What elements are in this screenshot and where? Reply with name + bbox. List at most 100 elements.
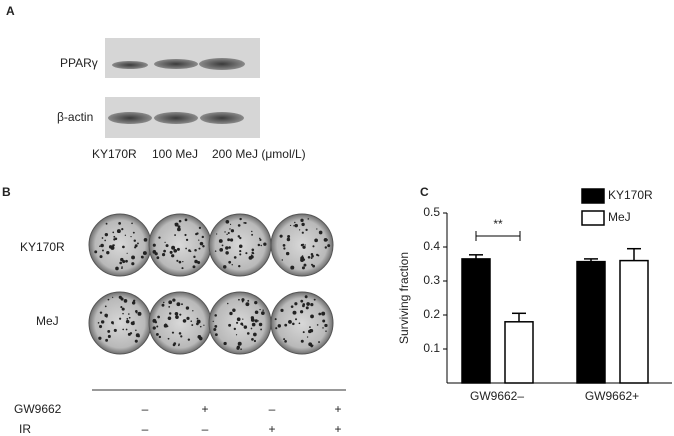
panel-label: B (2, 185, 11, 199)
colony (120, 257, 124, 262)
signs: – + – + – – + + (142, 402, 342, 436)
colony (131, 301, 136, 305)
colony (305, 306, 309, 310)
colony (303, 263, 307, 267)
colony (231, 264, 233, 266)
colony (259, 308, 261, 311)
colony (260, 244, 262, 247)
colony (300, 299, 304, 303)
colony (101, 237, 104, 239)
colony (119, 261, 122, 265)
colony (108, 245, 113, 249)
colony (283, 338, 286, 341)
colony (171, 254, 175, 258)
colony (241, 324, 244, 326)
colony (281, 259, 284, 261)
colony (318, 230, 323, 235)
colony (228, 260, 232, 264)
colony (324, 323, 328, 328)
colony (227, 238, 231, 242)
colony (100, 320, 105, 324)
colony (310, 257, 313, 259)
colony (229, 228, 231, 230)
colony (226, 302, 229, 305)
colony (301, 266, 305, 270)
colony (228, 323, 232, 327)
colony (225, 246, 229, 250)
colony (177, 248, 179, 250)
colony (253, 339, 257, 343)
colony (283, 247, 286, 250)
colony (118, 222, 122, 225)
colony (137, 242, 139, 245)
colony (233, 256, 237, 259)
colony (105, 338, 109, 342)
colony (232, 308, 236, 313)
colony (244, 222, 247, 224)
colony (302, 303, 306, 306)
colony (239, 253, 242, 256)
colony (238, 298, 240, 301)
colony (287, 234, 291, 238)
colony (122, 328, 125, 331)
colony (196, 322, 199, 326)
y-axis-label: Surviving fraction (397, 252, 411, 344)
colony (230, 229, 235, 233)
band (108, 112, 152, 124)
colony (121, 267, 123, 269)
colony (305, 228, 308, 232)
bar (461, 258, 491, 384)
colony (321, 311, 326, 316)
colony (257, 243, 261, 247)
colony (203, 324, 205, 326)
colony (325, 330, 327, 332)
lane-label: 200 MeJ (μmol/L) (212, 147, 306, 161)
colony (131, 222, 133, 225)
colony (163, 249, 166, 253)
colony (243, 222, 246, 224)
colony (310, 314, 314, 319)
colony (257, 320, 259, 322)
colony (221, 244, 224, 247)
colony (181, 303, 183, 306)
colony (173, 248, 178, 253)
colony (309, 326, 311, 328)
y-tick-label: 0.2 (423, 307, 440, 321)
colony (169, 250, 173, 254)
colony (196, 232, 199, 235)
colony (258, 237, 261, 240)
colony (312, 264, 316, 268)
colony (112, 296, 114, 298)
row-label: KY170R (20, 240, 65, 254)
colony (101, 249, 104, 252)
colony (122, 312, 124, 315)
colony (177, 227, 181, 232)
colony (184, 218, 188, 222)
colony (239, 236, 242, 240)
colony (106, 250, 110, 255)
colony (137, 335, 140, 338)
colony (237, 235, 241, 238)
colony (156, 256, 160, 260)
colony (185, 247, 187, 250)
colony (120, 306, 123, 309)
colony (115, 266, 119, 271)
colony (107, 334, 111, 338)
colony (122, 245, 125, 249)
colony (212, 320, 214, 323)
colony (229, 238, 234, 242)
colony (254, 310, 259, 315)
colony (158, 236, 161, 239)
colony (120, 297, 124, 301)
colony (310, 263, 314, 266)
colony (300, 258, 304, 262)
dishes (88, 213, 334, 355)
colony (191, 324, 194, 327)
x-tick-label: GW9662– (470, 389, 524, 403)
colony (100, 243, 104, 248)
lane-label: 100 MeJ (152, 147, 198, 161)
colony (306, 302, 310, 306)
colony (284, 323, 288, 327)
colony (201, 242, 203, 245)
colony (99, 255, 103, 259)
